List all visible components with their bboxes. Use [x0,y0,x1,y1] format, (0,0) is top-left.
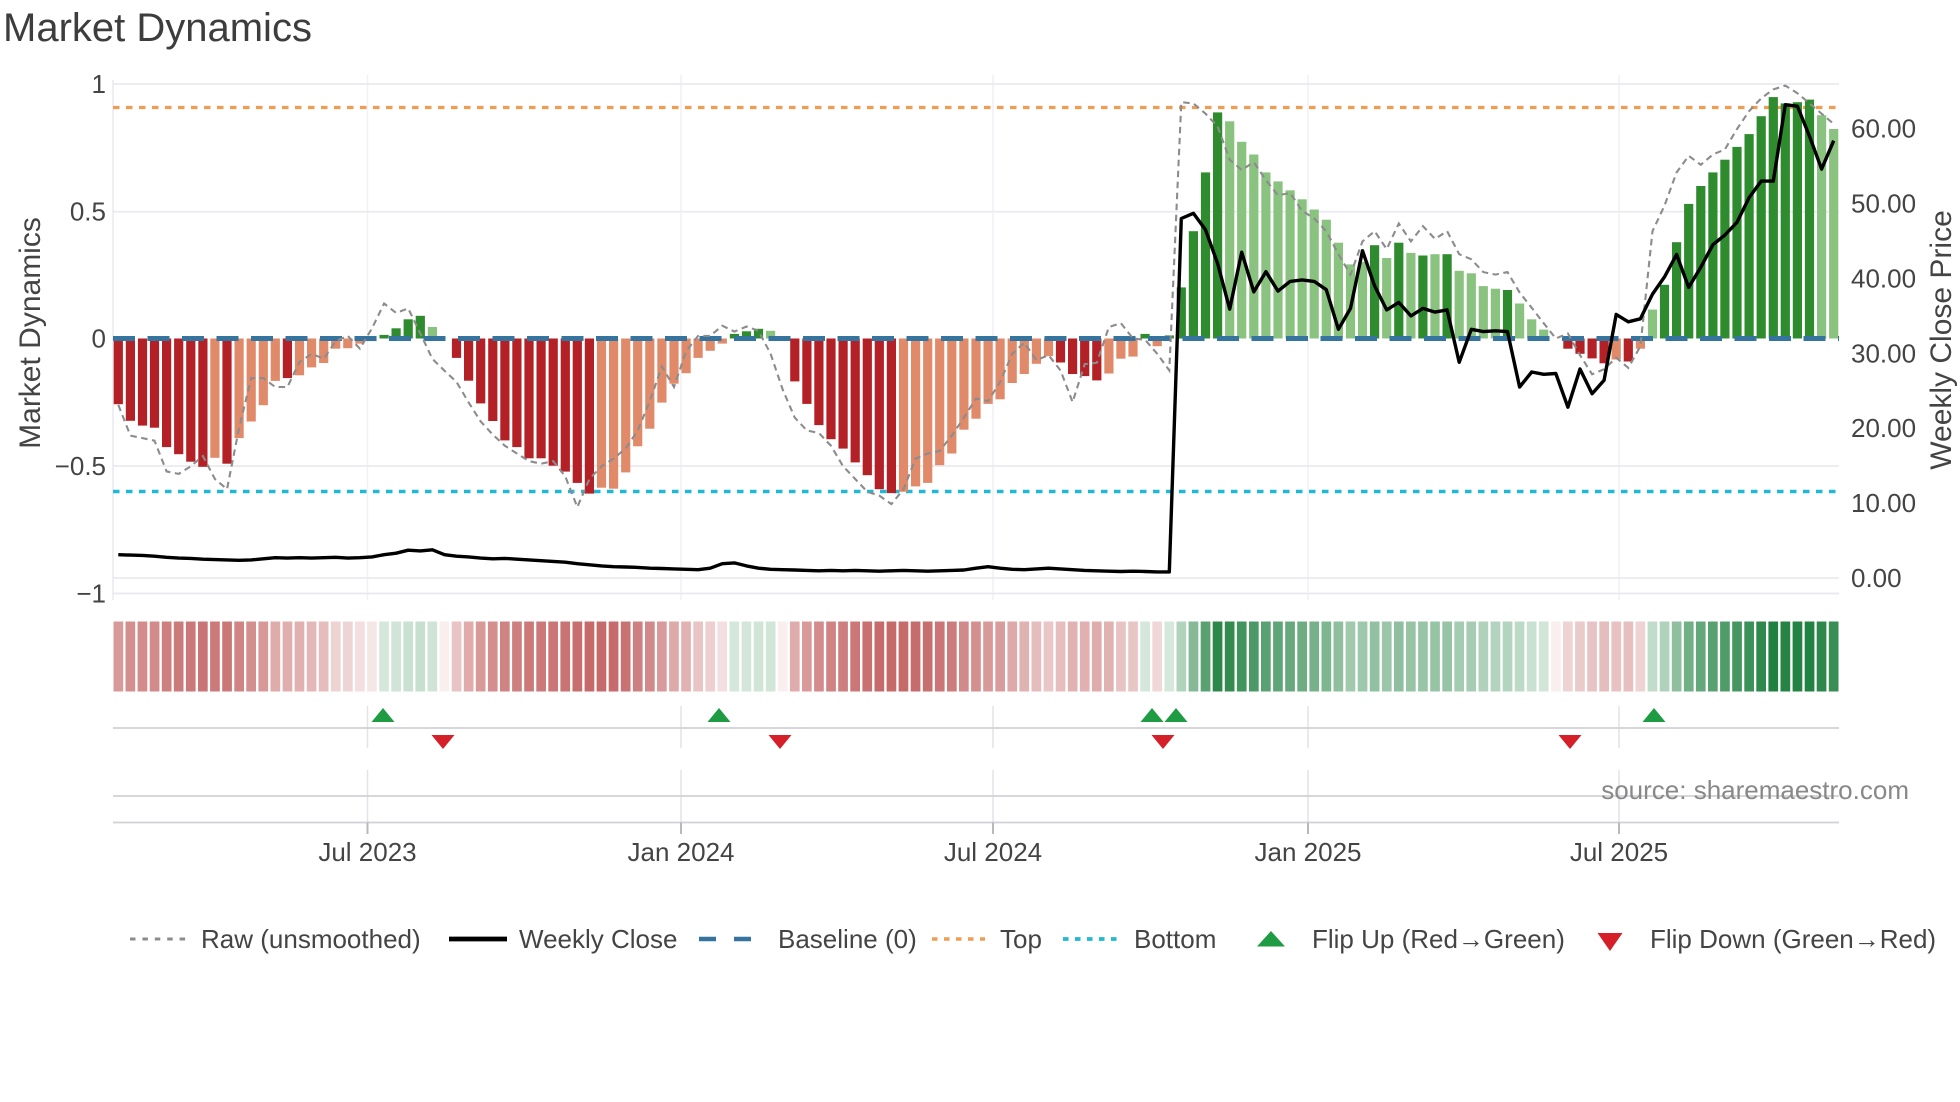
svg-text:−1: −1 [76,579,106,609]
svg-text:Raw (unsmoothed): Raw (unsmoothed) [201,924,421,954]
svg-text:Top: Top [1000,924,1042,954]
svg-text:Jul 2023: Jul 2023 [318,837,416,867]
svg-text:0: 0 [92,324,106,354]
svg-text:Weekly Close: Weekly Close [519,924,677,954]
svg-text:Jan 2024: Jan 2024 [628,837,735,867]
svg-text:Market Dynamics: Market Dynamics [3,6,312,50]
svg-text:10.00: 10.00 [1851,488,1916,518]
svg-text:50.00: 50.00 [1851,189,1916,219]
svg-text:0.5: 0.5 [70,197,106,227]
svg-text:Market Dynamics: Market Dynamics [14,217,47,449]
svg-text:Baseline (0): Baseline (0) [778,924,917,954]
svg-text:Jul 2025: Jul 2025 [1570,837,1668,867]
svg-text:Bottom: Bottom [1134,924,1216,954]
svg-text:1: 1 [92,69,106,99]
svg-text:60.00: 60.00 [1851,114,1916,144]
svg-text:30.00: 30.00 [1851,338,1916,368]
svg-text:0.00: 0.00 [1851,563,1902,593]
svg-text:Weekly Close Price: Weekly Close Price [1925,210,1958,470]
svg-text:Flip Up (Red→Green): Flip Up (Red→Green) [1312,924,1565,954]
svg-text:−0.5: −0.5 [55,451,106,481]
svg-text:Jul 2024: Jul 2024 [944,837,1042,867]
svg-text:Jan 2025: Jan 2025 [1255,837,1362,867]
svg-text:40.00: 40.00 [1851,263,1916,293]
svg-text:20.00: 20.00 [1851,413,1916,443]
svg-text:Flip Down (Green→Red): Flip Down (Green→Red) [1650,924,1936,954]
svg-text:source: sharemaestro.com: source: sharemaestro.com [1601,775,1909,805]
